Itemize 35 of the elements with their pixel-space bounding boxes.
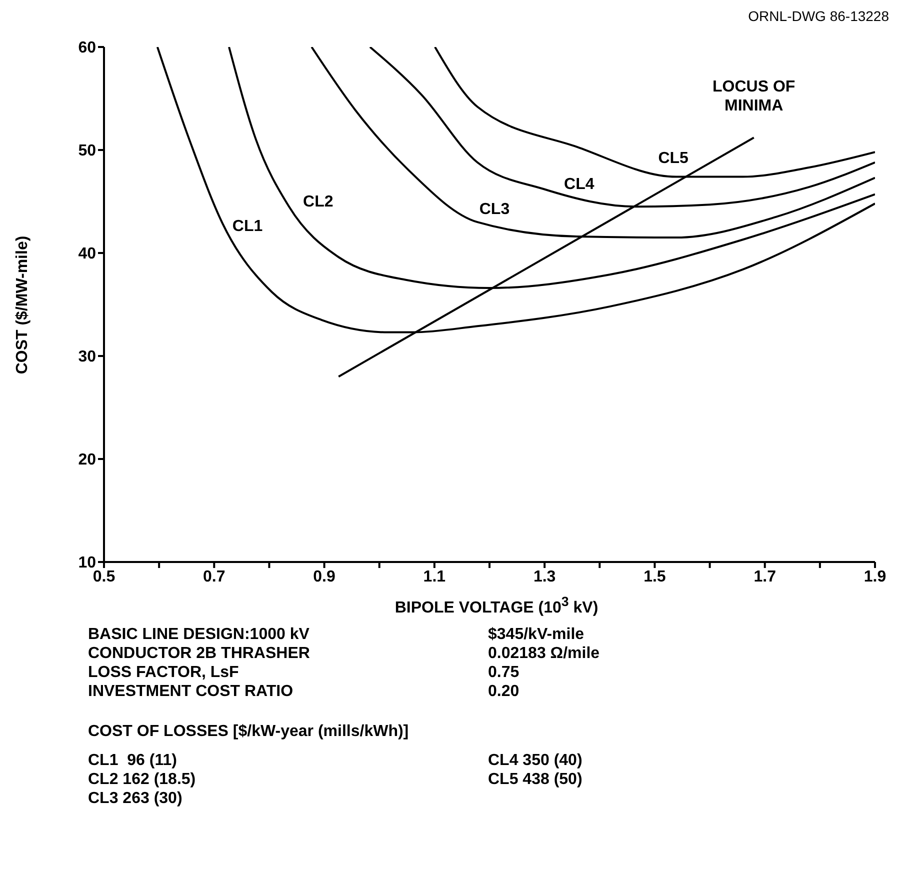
text: COST OF LOSSES [$/kW-year (mills/kWh)]: [88, 723, 410, 742]
text: CL3 263 (30): [88, 789, 184, 808]
y-tick-label: 40: [78, 246, 96, 263]
series-label: CL4: [564, 176, 594, 194]
x-tick-label: 0.9: [313, 568, 336, 586]
series-label: CL3: [479, 201, 510, 218]
text: CL2 162 (18.5): [88, 770, 197, 790]
text: 0.20: [488, 682, 520, 702]
text: BASIC LINE DESIGN:1000 kV: [88, 625, 310, 644]
y-tick-label: 30: [78, 348, 96, 366]
text: CL4 350 (40): [488, 751, 584, 770]
x-axis-title: BIPOLE VOLTAGE (10$^{3}$ kV): [394, 594, 600, 618]
series-label: CL5: [658, 150, 689, 167]
text: LOSS FACTOR, LsF: [88, 663, 240, 682]
text: INVESTMENT COST RATIO: [88, 682, 294, 702]
y-tick-label: 20: [78, 452, 96, 469]
x-tick-label: 1.7: [754, 568, 776, 586]
series-label: CL1: [232, 218, 263, 236]
series-label: CL2: [303, 194, 334, 211]
text: 0.02183 Ω/mile: [488, 644, 601, 664]
text: 0.75: [488, 663, 520, 682]
x-tick-label: 1.9: [864, 568, 886, 586]
x-tick-label: 0.7: [203, 568, 226, 586]
x-tick-label: 1.3: [533, 568, 556, 586]
y-tick-label: 50: [78, 142, 96, 160]
text: CL5 438 (50): [488, 770, 584, 790]
text: CL1 96 (11): [88, 751, 178, 770]
y-tick-label: 60: [78, 40, 96, 57]
x-tick-label: 1.1: [423, 568, 446, 586]
text: CONDUCTOR 2B THRASHER: [88, 644, 311, 664]
y-axis-title: COST ($/MW-mile): [14, 236, 32, 374]
text: $345/kV-mile: [488, 625, 586, 644]
x-tick-label: 1.5: [644, 568, 666, 586]
text: LOCUS OF MINIMA: [712, 78, 796, 115]
text: ORNL-DWG 86-13228: [748, 8, 889, 24]
